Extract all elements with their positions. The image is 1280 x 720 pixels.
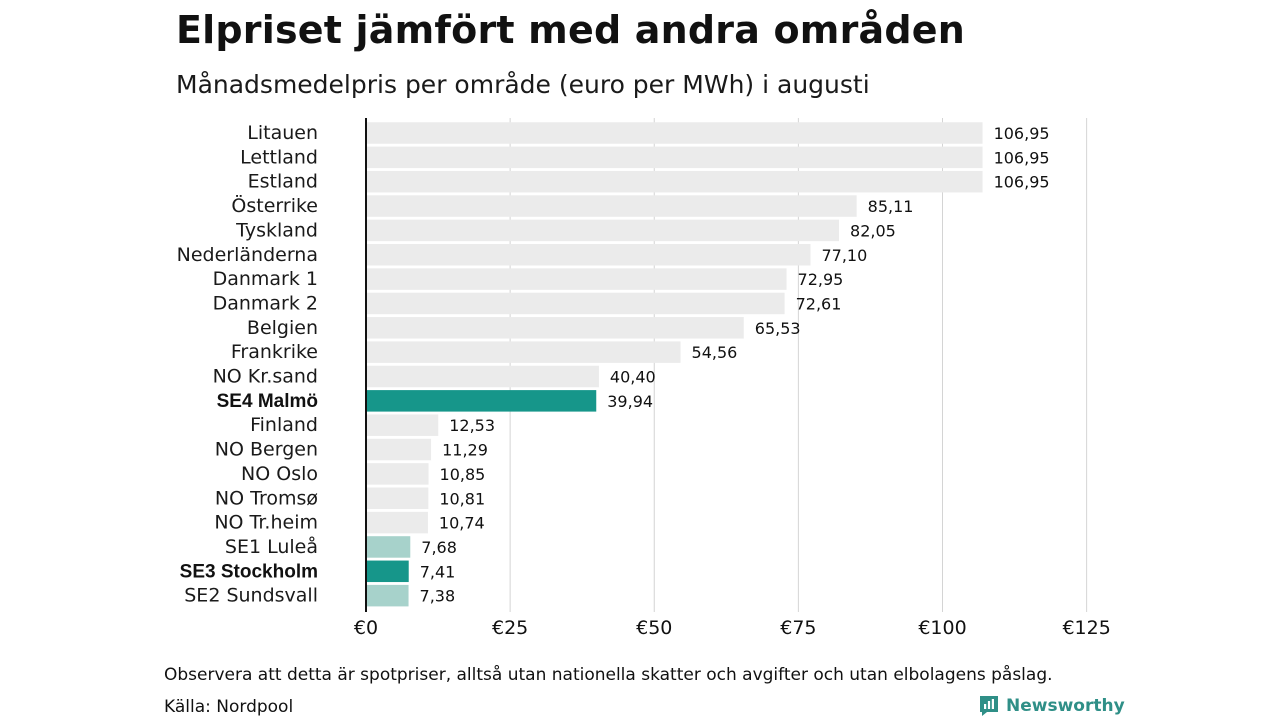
category-label-19: SE2 Sundsvall bbox=[184, 585, 318, 607]
bar-15 bbox=[366, 487, 429, 509]
bar-8 bbox=[366, 317, 744, 339]
value-label-5: 77,10 bbox=[821, 246, 867, 265]
x-tick-label-1: €25 bbox=[492, 617, 528, 639]
value-label-10: 40,40 bbox=[610, 368, 656, 387]
value-label-1: 106,95 bbox=[994, 148, 1050, 167]
category-label-6: Danmark 1 bbox=[213, 268, 318, 290]
x-tick-label-4: €100 bbox=[918, 617, 966, 639]
bar-0 bbox=[366, 122, 983, 144]
bar-7 bbox=[366, 292, 785, 315]
category-label-17: SE1 Luleå bbox=[225, 535, 318, 558]
value-label-14: 10,85 bbox=[440, 465, 486, 484]
category-label-18: SE3 Stockholm bbox=[180, 561, 318, 582]
value-label-3: 85,11 bbox=[868, 197, 914, 216]
value-label-11: 39,94 bbox=[607, 392, 653, 411]
bar-12 bbox=[366, 414, 439, 436]
bar-18 bbox=[366, 560, 409, 583]
bar-11 bbox=[366, 390, 597, 412]
x-tick-label-5: €125 bbox=[1062, 617, 1110, 639]
bar-2 bbox=[366, 170, 983, 193]
value-label-7: 72,61 bbox=[796, 294, 842, 313]
value-label-9: 54,56 bbox=[692, 343, 738, 362]
category-label-14: NO Oslo bbox=[241, 463, 318, 485]
brand-name: Newsworthy bbox=[1006, 696, 1125, 716]
x-tick-label-3: €75 bbox=[780, 617, 816, 639]
category-label-4: Tyskland bbox=[235, 219, 318, 241]
category-label-11: SE4 Malmö bbox=[217, 391, 318, 412]
bar-17 bbox=[366, 536, 411, 558]
category-label-12: Finland bbox=[250, 414, 318, 436]
value-label-18: 7,41 bbox=[420, 562, 456, 581]
newsworthy-logo-icon bbox=[980, 696, 998, 716]
bar-13 bbox=[366, 438, 432, 461]
source-label: Källa: Nordpool bbox=[164, 697, 294, 717]
bar-10 bbox=[366, 365, 599, 388]
category-label-9: Frankrike bbox=[231, 341, 318, 363]
category-label-8: Belgien bbox=[247, 317, 318, 339]
bar-4 bbox=[366, 219, 840, 242]
x-tick-label-2: €50 bbox=[636, 617, 672, 639]
value-label-0: 106,95 bbox=[994, 124, 1050, 143]
bar-3 bbox=[366, 195, 857, 217]
value-label-4: 82,05 bbox=[850, 221, 896, 240]
chart-title: Elpriset jämfört med andra områden bbox=[176, 8, 965, 52]
value-label-16: 10,74 bbox=[439, 514, 485, 533]
value-label-6: 72,95 bbox=[798, 270, 844, 289]
category-label-10: NO Kr.sand bbox=[213, 366, 318, 388]
category-label-15: NO Tromsø bbox=[215, 487, 318, 509]
bar-16 bbox=[366, 511, 428, 534]
footnote: Observera att detta är spotpriser, allts… bbox=[164, 665, 1053, 685]
bar-19 bbox=[366, 584, 409, 607]
category-label-1: Lettland bbox=[240, 146, 318, 168]
bar-14 bbox=[366, 463, 429, 485]
bar-5 bbox=[366, 244, 811, 266]
category-label-3: Österrike bbox=[231, 194, 318, 217]
x-tick-label-0: €0 bbox=[354, 617, 378, 639]
chart-subtitle: Månadsmedelpris per område (euro per MWh… bbox=[176, 70, 870, 99]
category-label-0: Litauen bbox=[247, 122, 318, 144]
value-label-12: 12,53 bbox=[449, 416, 495, 435]
value-label-8: 65,53 bbox=[755, 319, 801, 338]
brand-logo: Newsworthy bbox=[978, 693, 1125, 719]
category-label-7: Danmark 2 bbox=[213, 292, 318, 314]
value-label-15: 10,81 bbox=[439, 489, 485, 508]
bar-9 bbox=[366, 341, 681, 363]
category-label-13: NO Bergen bbox=[215, 439, 318, 461]
bar-1 bbox=[366, 146, 983, 169]
category-label-2: Estland bbox=[248, 171, 318, 193]
category-label-5: Nederländerna bbox=[177, 244, 318, 266]
value-label-17: 7,68 bbox=[421, 538, 457, 557]
value-label-19: 7,38 bbox=[420, 587, 456, 606]
value-label-2: 106,95 bbox=[994, 173, 1050, 192]
bar-6 bbox=[366, 268, 787, 290]
category-label-16: NO Tr.heim bbox=[214, 512, 318, 534]
value-label-13: 11,29 bbox=[442, 441, 488, 460]
